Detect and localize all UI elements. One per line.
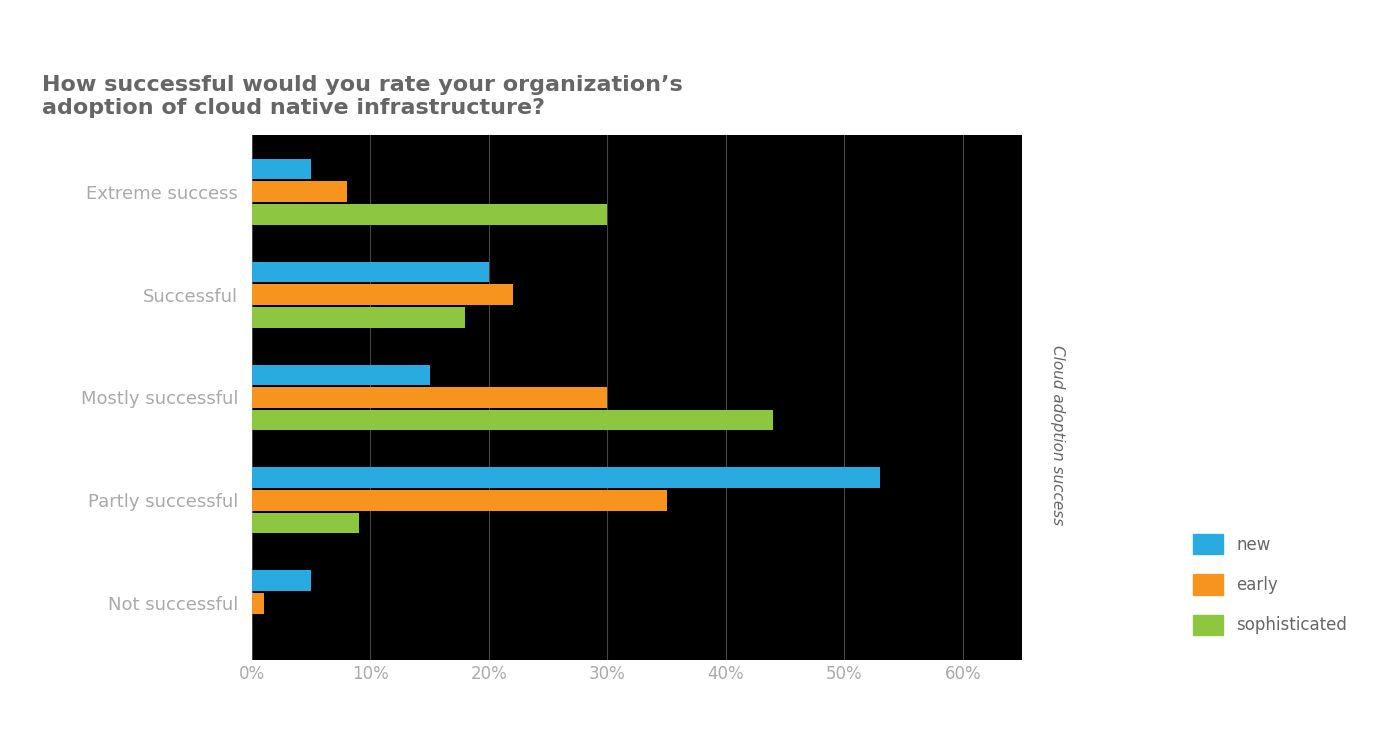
Bar xyxy=(252,387,608,408)
Bar xyxy=(252,204,608,225)
Bar xyxy=(252,364,430,386)
Bar xyxy=(252,490,666,511)
Bar xyxy=(252,159,311,179)
Text: How successful would you rate your organization’s
adoption of cloud native infra: How successful would you rate your organ… xyxy=(42,75,683,118)
Bar xyxy=(252,410,773,430)
Bar xyxy=(252,182,347,202)
Bar xyxy=(252,467,879,488)
Bar xyxy=(252,262,489,282)
Legend: new, early, sophisticated: new, early, sophisticated xyxy=(1176,518,1364,652)
Bar xyxy=(252,307,465,328)
Bar xyxy=(252,570,311,591)
Bar xyxy=(252,513,358,533)
Bar xyxy=(252,593,263,613)
Bar xyxy=(252,284,512,305)
Text: Cloud adoption success: Cloud adoption success xyxy=(1050,345,1064,525)
